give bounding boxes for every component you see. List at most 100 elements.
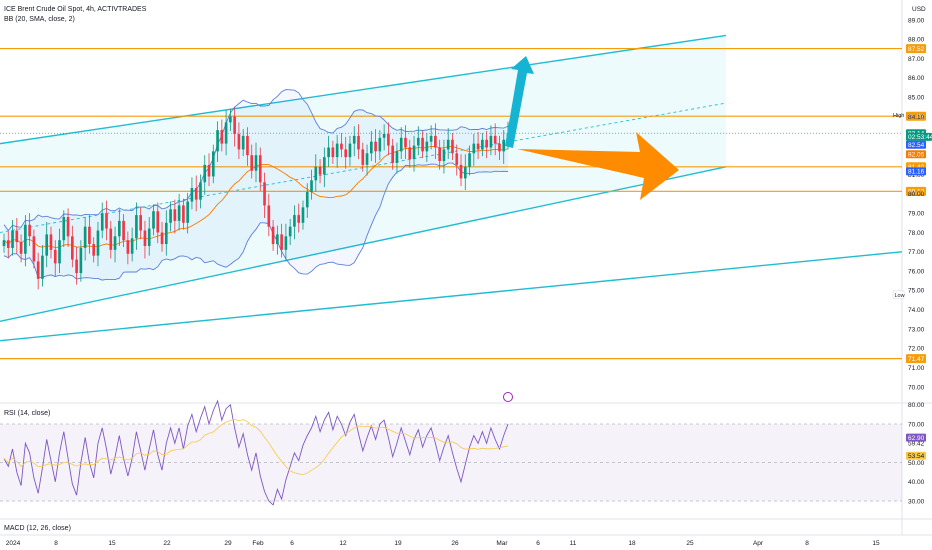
rsi-ma-line	[3, 418, 509, 476]
symbol-legend[interactable]: ICE Brent Crude Oil Spot, 4h, ACTIVTRADE…	[4, 6, 147, 13]
rsi-tick-label: 40.00	[908, 479, 925, 486]
candle-body	[211, 151, 215, 177]
sideways-arrow	[517, 132, 679, 200]
candle-body	[305, 191, 309, 208]
candle-body	[276, 234, 279, 245]
level-badge-1	[906, 111, 926, 121]
candle-body	[416, 137, 420, 146]
candle-body	[122, 220, 125, 241]
candle-body	[352, 135, 356, 144]
candle-body	[310, 180, 313, 192]
candle-body	[374, 141, 377, 152]
candle-body	[246, 135, 249, 156]
candle-body	[421, 137, 424, 152]
bb-upper-line	[3, 89, 509, 232]
candle-body	[207, 164, 211, 177]
candle-body	[164, 222, 168, 245]
rsi-badge-label: 62.90	[908, 435, 925, 442]
rsi-tick-label: 70.00	[908, 421, 925, 428]
rsi-tick-label: 30.00	[908, 498, 925, 505]
price-tick-label: 71.00	[908, 365, 925, 372]
candle-body	[412, 145, 416, 160]
candle-body	[41, 255, 44, 279]
price-tick-label: 73.00	[908, 326, 925, 333]
bb-lower-line	[3, 162, 509, 281]
candle-body	[263, 182, 266, 206]
candle-body	[62, 217, 66, 241]
price-badge-4	[906, 167, 926, 176]
price-tick-label: 86.00	[908, 75, 925, 82]
candle-body	[382, 133, 386, 138]
long-support-line	[0, 251, 903, 342]
price-tick-label: 79.00	[908, 210, 925, 217]
price-badge-label-4: 81.16	[908, 169, 925, 176]
candle-body	[489, 135, 493, 148]
candle-body	[498, 143, 501, 152]
currency-label[interactable]: USD	[912, 6, 926, 13]
price-tick-label: 78.00	[908, 230, 925, 237]
time-tick-label: 15	[108, 540, 116, 547]
candle-body	[284, 236, 288, 250]
candle-body	[438, 147, 441, 162]
candle-body	[117, 220, 121, 237]
time-tick-label: 6	[536, 540, 540, 547]
price-badge-1	[906, 132, 932, 141]
candle-body	[126, 240, 130, 254]
macd-legend[interactable]: MACD (12, 26, close)	[4, 525, 71, 532]
candle-body	[139, 215, 143, 231]
channel-upper-line	[0, 34, 727, 145]
candle-body	[182, 205, 185, 223]
candle-body	[288, 226, 292, 237]
candle-body	[442, 149, 446, 162]
price-tick-label: 80.00	[908, 191, 925, 198]
candle-body	[425, 141, 429, 152]
candle-body	[280, 234, 283, 250]
candle-body	[476, 143, 480, 150]
candle-body	[75, 259, 78, 274]
candle-body	[335, 143, 339, 158]
rsi-ma-badge	[906, 451, 926, 460]
candle-body	[318, 166, 322, 175]
candle-body	[113, 236, 117, 250]
candle-body	[472, 143, 476, 154]
candle-body	[19, 242, 23, 254]
time-tick-label: 18	[628, 540, 636, 547]
candle-body	[135, 215, 138, 239]
rsi-badge	[906, 433, 926, 442]
candle-body	[301, 207, 305, 223]
candle-body	[216, 130, 219, 152]
candle-body	[493, 135, 497, 144]
candle-body	[143, 230, 147, 246]
time-tick-label: 19	[394, 540, 402, 547]
candle-body	[323, 157, 326, 175]
candle-body	[194, 188, 198, 200]
candle-body	[71, 236, 74, 260]
rsi-line	[3, 399, 509, 506]
candle-body	[399, 137, 403, 152]
time-tick-label: Mar	[496, 540, 508, 547]
low-marker-box	[892, 290, 905, 300]
level-badge-label-3: 80.13	[908, 189, 925, 196]
bb-indicator-legend[interactable]: BB (20, SMA, close, 2)	[4, 16, 75, 23]
time-tick-label: Apr	[753, 540, 764, 547]
candle-body	[446, 139, 450, 150]
candle-body	[109, 228, 113, 250]
candle-body	[459, 164, 463, 179]
price-badge-label-1: 02:53:44	[908, 134, 932, 141]
candle-body	[233, 116, 236, 134]
price-tick-label: 76.00	[908, 268, 925, 275]
time-tick-label: 12	[339, 540, 347, 547]
candle-body	[15, 230, 19, 243]
time-tick-label: 8	[54, 540, 58, 547]
candle-body	[220, 130, 224, 144]
candle-body	[395, 151, 399, 163]
price-badge-3	[906, 150, 926, 159]
candle-body	[451, 139, 454, 154]
price-tick-label: 89.00	[908, 17, 925, 24]
candle-body	[79, 247, 83, 274]
rsi-legend[interactable]: RSI (14, close)	[4, 410, 51, 417]
price-tick-label: 77.00	[908, 249, 925, 256]
candle-body	[468, 153, 471, 167]
